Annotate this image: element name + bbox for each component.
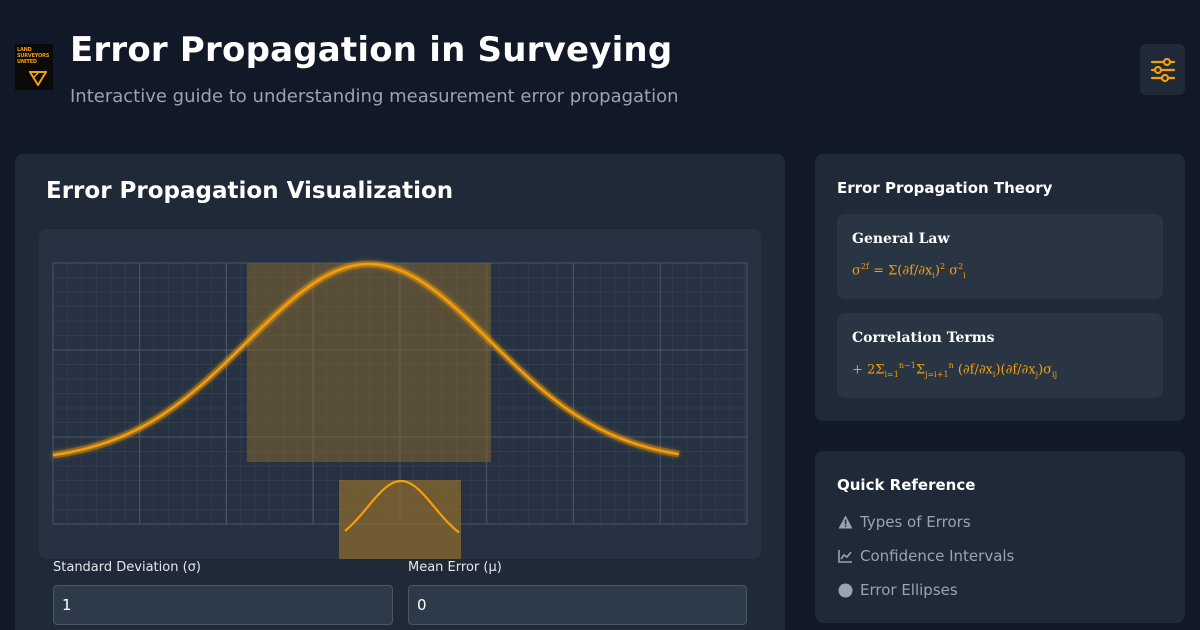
theory-card: Error Propagation Theory General Law σ2f… xyxy=(815,154,1185,421)
sigma-band xyxy=(247,263,491,462)
logo-line-1: LAND xyxy=(17,47,32,53)
circle-icon xyxy=(837,582,853,598)
line-chart-icon xyxy=(837,548,853,564)
chart-container xyxy=(39,229,761,559)
page-title: Error Propagation in Surveying xyxy=(70,30,673,70)
logo-mark-icon xyxy=(29,71,47,86)
mean-error-input[interactable] xyxy=(408,585,747,625)
ref-item-types-of-errors[interactable]: Types of Errors xyxy=(837,513,971,531)
ref-item-label: Confidence Intervals xyxy=(860,547,1015,565)
mean-error-label: Mean Error (μ) xyxy=(408,560,502,575)
distribution-curve xyxy=(52,262,680,457)
inset-band xyxy=(339,480,461,559)
inset-curve xyxy=(344,479,460,534)
correlation-box: Correlation Terms + 2Σi=1n−1Σj=i+1n (∂f/… xyxy=(837,313,1163,398)
ref-item-label: Error Ellipses xyxy=(860,581,958,599)
std-dev-label: Standard Deviation (σ) xyxy=(53,560,201,575)
visualization-title: Error Propagation Visualization xyxy=(46,178,454,204)
std-dev-input[interactable] xyxy=(53,585,393,625)
general-law-title: General Law xyxy=(852,231,950,247)
warning-icon xyxy=(837,514,853,530)
logo: LAND SURVEYORS UNITED xyxy=(15,44,53,90)
sliders-icon xyxy=(1150,57,1175,82)
general-law-box: General Law σ2f = Σ(∂f/∂xi)2 σ2i xyxy=(837,214,1163,299)
distribution-chart xyxy=(52,260,748,559)
logo-line-2: SURVEYORS xyxy=(17,53,50,59)
ref-item-label: Types of Errors xyxy=(860,513,971,531)
logo-line-3: UNITED xyxy=(17,59,37,65)
correlation-formula: + 2Σi=1n−1Σj=i+1n (∂f/∂xi)(∂f/∂xj)σij xyxy=(852,361,1058,379)
settings-button[interactable] xyxy=(1140,44,1185,95)
page-subtitle: Interactive guide to understanding measu… xyxy=(70,86,679,107)
ref-item-error-ellipses[interactable]: Error Ellipses xyxy=(837,581,958,599)
ref-item-confidence-intervals[interactable]: Confidence Intervals xyxy=(837,547,1014,565)
visualization-card: Error Propagation Visualization Standard xyxy=(15,154,785,630)
theory-title: Error Propagation Theory xyxy=(837,179,1053,197)
quick-reference-card: Quick Reference Types of Errors Confiden… xyxy=(815,451,1185,623)
correlation-title: Correlation Terms xyxy=(852,330,995,346)
quick-reference-title: Quick Reference xyxy=(837,476,976,494)
general-law-formula: σ2f = Σ(∂f/∂xi)2 σ2i xyxy=(852,262,966,280)
